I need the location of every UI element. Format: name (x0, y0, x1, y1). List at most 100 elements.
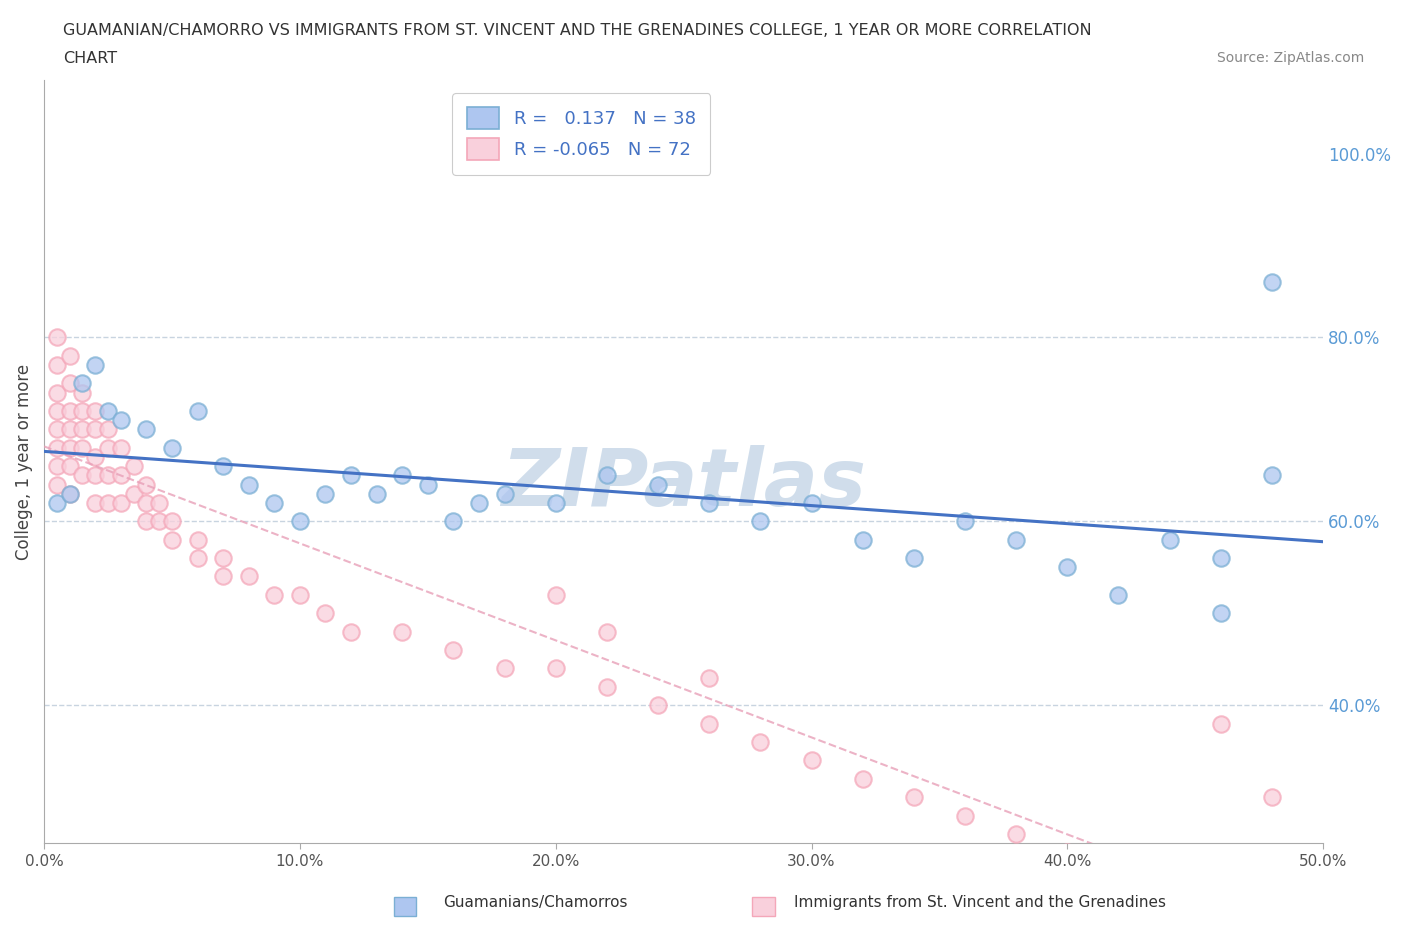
Point (212, 569, 235, 584)
Point (697, 496, 720, 511)
Point (45, 330, 67, 345)
Point (59, 486, 82, 501)
Point (59, 458, 82, 473)
Point (45, 422, 67, 437)
Text: GUAMANIAN/CHAMORRO VS IMMIGRANTS FROM ST. VINCENT AND THE GRENADINES COLLEGE, 1 : GUAMANIAN/CHAMORRO VS IMMIGRANTS FROM ST… (63, 23, 1092, 38)
Point (697, 671, 720, 685)
Point (97, 468, 120, 483)
Point (697, 716, 720, 731)
Point (59, 376, 82, 391)
Point (110, 441, 132, 456)
Point (45, 385, 67, 400)
Point (160, 514, 183, 529)
Point (84, 422, 107, 437)
Text: Immigrants from St. Vincent and the Grenadines: Immigrants from St. Vincent and the Gren… (794, 895, 1167, 910)
Point (187, 551, 209, 565)
Point (596, 468, 619, 483)
Point (494, 661, 516, 676)
Point (647, 698, 669, 712)
Point (59, 404, 82, 418)
Point (59, 486, 82, 501)
Point (903, 551, 925, 565)
Point (59, 349, 82, 364)
Point (135, 514, 157, 529)
Text: Guamanians/Chamorros: Guamanians/Chamorros (443, 895, 627, 910)
Point (340, 468, 363, 483)
Point (315, 486, 337, 501)
Point (110, 468, 132, 483)
Point (1159, 532, 1181, 547)
Point (953, 808, 976, 823)
Point (441, 643, 464, 658)
Point (212, 458, 235, 473)
Point (852, 771, 875, 786)
Point (97, 441, 120, 456)
Point (544, 496, 567, 511)
Point (288, 514, 311, 529)
Point (468, 496, 491, 511)
Point (59, 441, 82, 456)
Point (122, 458, 145, 473)
Text: ZIPatlas: ZIPatlas (501, 445, 866, 524)
Point (1056, 560, 1078, 575)
Legend: R =   0.137   N = 38, R = -0.065   N = 72: R = 0.137 N = 38, R = -0.065 N = 72 (453, 93, 710, 175)
Point (45, 477, 67, 492)
Point (84, 358, 107, 373)
Point (1056, 844, 1078, 859)
Point (263, 588, 285, 603)
Point (45, 458, 67, 473)
Point (315, 605, 337, 620)
Text: Source: ZipAtlas.com: Source: ZipAtlas.com (1216, 51, 1364, 65)
Point (72, 422, 94, 437)
Point (84, 404, 107, 418)
Point (416, 477, 439, 492)
Point (1261, 468, 1284, 483)
Point (45, 441, 67, 456)
Point (1261, 790, 1284, 804)
Point (110, 413, 132, 428)
Point (84, 496, 107, 511)
Point (1108, 863, 1130, 878)
Point (391, 468, 413, 483)
Point (122, 486, 145, 501)
Point (647, 477, 669, 492)
Point (110, 496, 132, 511)
Point (72, 404, 94, 418)
Point (1209, 551, 1232, 565)
Point (160, 441, 183, 456)
Point (238, 477, 260, 492)
Point (45, 358, 67, 373)
Point (1261, 275, 1284, 290)
Point (800, 753, 823, 768)
Point (212, 551, 235, 565)
Point (97, 422, 120, 437)
Point (366, 486, 388, 501)
Point (1159, 882, 1181, 897)
Y-axis label: College, 1 year or more: College, 1 year or more (15, 364, 32, 560)
Point (749, 514, 772, 529)
Point (544, 588, 567, 603)
Point (97, 496, 120, 511)
Point (97, 404, 120, 418)
Point (1005, 827, 1028, 842)
Point (45, 496, 67, 511)
Point (263, 496, 285, 511)
Text: CHART: CHART (63, 51, 117, 66)
Point (84, 468, 107, 483)
Point (749, 735, 772, 750)
Point (59, 422, 82, 437)
Point (148, 514, 170, 529)
Point (72, 385, 94, 400)
Point (1108, 588, 1130, 603)
Point (441, 514, 464, 529)
Point (45, 404, 67, 418)
Point (903, 790, 925, 804)
Point (72, 441, 94, 456)
Point (852, 532, 875, 547)
Point (72, 468, 94, 483)
Point (1005, 532, 1028, 547)
Point (288, 588, 311, 603)
Point (135, 477, 157, 492)
Point (238, 569, 260, 584)
Point (148, 496, 170, 511)
